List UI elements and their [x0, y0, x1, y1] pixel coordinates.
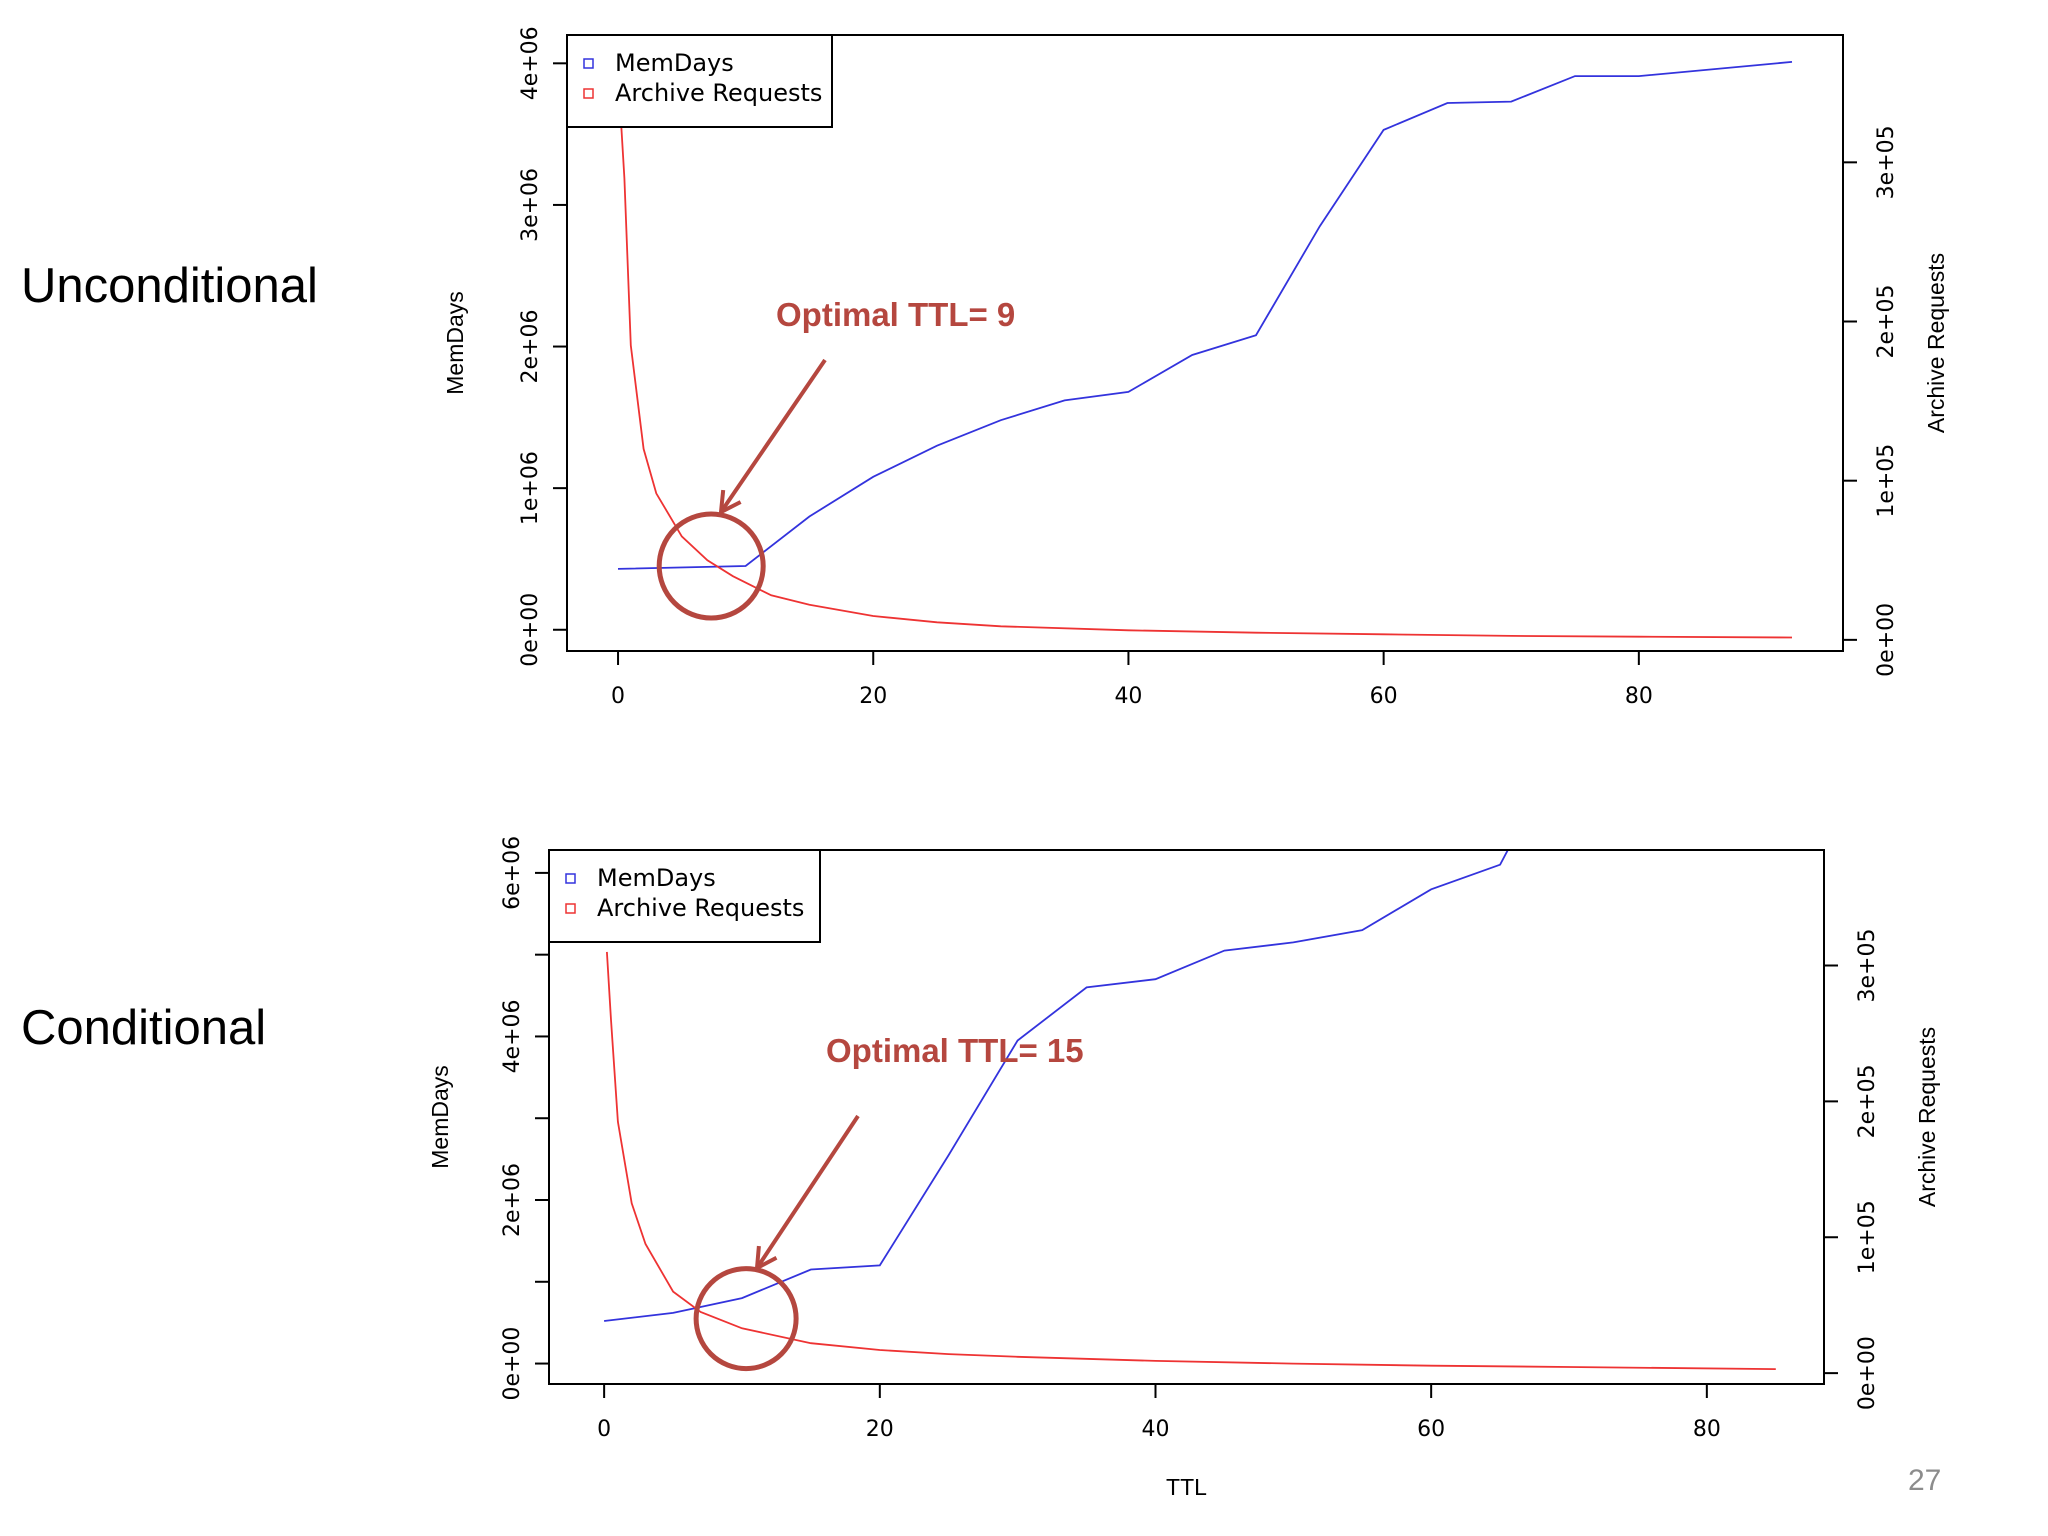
y-tick-label: 3e+06: [518, 168, 543, 242]
y2-tick-label: 0e+00: [1874, 603, 1899, 677]
x-tick-label: 40: [1114, 684, 1142, 709]
x-tick-label: 20: [866, 1417, 894, 1442]
series-line-memdays: [617, 61, 1793, 570]
y2-tick-label: 0e+00: [1855, 1336, 1880, 1410]
y-tick-label: 6e+06: [500, 836, 525, 910]
y-tick-label: 2e+06: [500, 1163, 525, 1237]
y-tick-label: 0e+00: [500, 1327, 525, 1401]
series-line-archive-requests: [606, 951, 1776, 1370]
legend-swatch: [583, 58, 594, 69]
y2-tick-label: 1e+05: [1855, 1200, 1880, 1274]
y-tick-label: 0e+00: [518, 593, 543, 667]
annotation-arrow-head: [718, 489, 742, 516]
annotation-arrow-shaft: [755, 1114, 860, 1270]
y2-tick-label: 3e+05: [1874, 125, 1899, 199]
x-tick-label: 0: [611, 684, 625, 709]
y-tick-label: 2e+06: [518, 310, 543, 384]
page-number: 27: [1908, 1464, 1942, 1497]
legend-entry: Archive Requests: [597, 894, 804, 922]
y-axis-label: MemDays: [427, 1065, 453, 1169]
optimal-annotation: Optimal TTL= 15: [693, 1032, 1084, 1372]
legend-box: [566, 34, 833, 128]
y-tick-label: 4e+06: [518, 26, 543, 100]
chart-0: 0 20 40 60 80 0e+00 1e+06 2e+06 3e+06 4e+06 MemDay…: [442, 26, 1949, 709]
y2-tick-label: 3e+05: [1855, 929, 1880, 1003]
x-tick-label: 80: [1625, 684, 1653, 709]
optimal-circle: [693, 1266, 799, 1372]
series-line-archive-requests: [619, 114, 1793, 639]
legend-entry: MemDays: [615, 49, 734, 77]
annotation-arrow-head: [754, 1245, 778, 1272]
legend-box: [548, 849, 821, 943]
unconditional-label: Unconditional: [21, 259, 318, 313]
legend-entry: MemDays: [597, 864, 716, 892]
x-tick-label: 20: [859, 684, 887, 709]
chart-1: 0 20 40 60 80 0e+00 2e+06 4e+06 6e+06 MemDays 0e+0…: [427, 836, 1940, 1500]
y2-axis-label: Archive Requests: [1914, 1027, 1940, 1207]
y-tick-label: 4e+06: [500, 999, 525, 1073]
x-axis-label: TTL: [1166, 1474, 1207, 1500]
y2-tick-label: 2e+05: [1855, 1064, 1880, 1138]
y2-tick-label: 2e+05: [1874, 285, 1899, 359]
optimal-ttl-label: Optimal TTL= 9: [776, 296, 1015, 333]
series-line-memdays: [603, 850, 1509, 1322]
x-tick-label: 80: [1693, 1417, 1721, 1442]
optimal-annotation: Optimal TTL= 9: [656, 296, 1015, 621]
y2-tick-label: 1e+05: [1874, 444, 1899, 518]
x-tick-label: 0: [597, 1417, 611, 1442]
legend-swatch: [565, 873, 576, 884]
y2-axis-label: Archive Requests: [1923, 253, 1949, 433]
legend-swatch: [583, 88, 594, 99]
legend-entry: Archive Requests: [615, 79, 822, 107]
optimal-circle: [656, 511, 766, 621]
y-axis-label: MemDays: [442, 291, 468, 395]
optimal-ttl-label: Optimal TTL= 15: [826, 1032, 1084, 1069]
annotation-arrow-shaft: [719, 358, 827, 514]
y-tick-label: 1e+06: [518, 451, 543, 525]
legend-swatch: [565, 903, 576, 914]
x-tick-label: 60: [1417, 1417, 1445, 1442]
x-tick-label: 40: [1141, 1417, 1169, 1442]
conditional-label: Conditional: [21, 1001, 267, 1055]
x-tick-label: 60: [1370, 684, 1398, 709]
